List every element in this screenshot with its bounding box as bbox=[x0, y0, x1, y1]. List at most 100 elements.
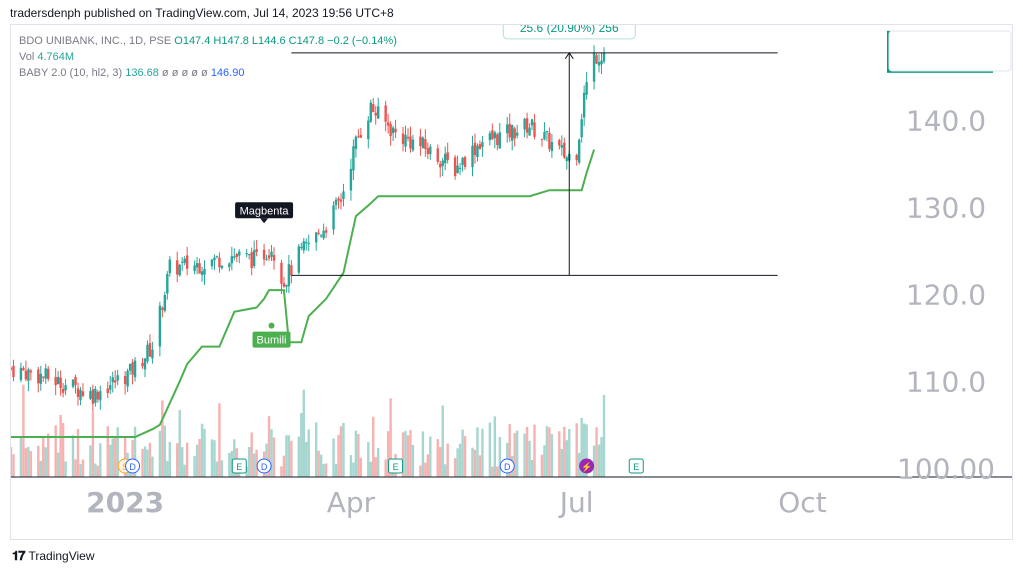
volume-bar bbox=[99, 443, 102, 477]
volume-bar bbox=[106, 426, 109, 477]
volume-bar bbox=[595, 427, 598, 477]
volume-bar bbox=[148, 442, 152, 477]
candlesticks bbox=[11, 45, 606, 412]
volume-bar bbox=[471, 447, 474, 477]
candle-body bbox=[548, 132, 551, 150]
dividend-marker-label: D bbox=[504, 462, 511, 472]
volume-bar bbox=[488, 422, 492, 477]
volume-bar bbox=[272, 437, 276, 477]
candle-body bbox=[436, 148, 439, 162]
volume-bar bbox=[54, 425, 57, 477]
sell-signal-box bbox=[235, 202, 294, 219]
candle-body bbox=[76, 388, 80, 397]
volume-bar bbox=[56, 452, 60, 477]
volume-bar bbox=[339, 426, 343, 477]
candle-body bbox=[47, 368, 50, 379]
volume-label: Vol bbox=[19, 51, 35, 63]
volume-bar bbox=[141, 448, 144, 477]
volume-bar bbox=[247, 447, 251, 477]
candle-body bbox=[458, 167, 462, 169]
volume-bar bbox=[560, 448, 564, 477]
candle-body bbox=[302, 241, 305, 251]
candle-body bbox=[513, 128, 516, 139]
candle-body bbox=[404, 134, 407, 147]
candle-body bbox=[367, 120, 370, 140]
candle-body bbox=[39, 373, 42, 384]
candle-body bbox=[476, 145, 479, 158]
volume-bar bbox=[218, 403, 221, 477]
candle-body bbox=[96, 391, 100, 400]
volume-bar bbox=[213, 440, 216, 477]
volume-bar bbox=[545, 426, 549, 477]
candle-body bbox=[300, 246, 303, 248]
volume-bar bbox=[359, 457, 363, 477]
candle-body bbox=[262, 249, 266, 260]
indicator-value: 136.68 bbox=[125, 67, 159, 79]
volume-bar bbox=[151, 456, 154, 477]
candle-body bbox=[471, 145, 474, 168]
volume-bar bbox=[548, 427, 551, 477]
candle-body bbox=[523, 118, 526, 130]
volume-bar bbox=[146, 449, 149, 477]
volume-bar bbox=[255, 449, 258, 477]
volume-bar bbox=[270, 429, 273, 477]
candle-body bbox=[27, 369, 30, 381]
volume-bar bbox=[94, 463, 97, 477]
candle-body bbox=[11, 367, 13, 369]
earnings-marker-icon bbox=[628, 458, 644, 474]
candle-body bbox=[218, 257, 221, 268]
candle-body bbox=[61, 388, 65, 393]
candle-body bbox=[319, 235, 323, 237]
volume-bar bbox=[210, 439, 214, 477]
volume-bar bbox=[297, 436, 301, 477]
volume-bar bbox=[287, 435, 291, 477]
volume-bar bbox=[481, 428, 484, 477]
volume-bar bbox=[558, 431, 561, 477]
volume-bar bbox=[357, 434, 360, 477]
chart-frame[interactable]: 25.6 (20.90%) 256 Magbenta Bumili S D E D E D ⚡… bbox=[10, 24, 1013, 540]
volume-bar bbox=[389, 398, 392, 477]
volume-bar bbox=[496, 466, 499, 477]
volume-bar bbox=[96, 465, 100, 477]
candle-body bbox=[272, 255, 276, 261]
candle-body bbox=[290, 265, 293, 276]
dividend-marker-label: D bbox=[129, 462, 136, 472]
volume-bar bbox=[317, 450, 320, 477]
candle-body bbox=[508, 123, 511, 138]
legend-indicator-row: BABY 2.0 (10, hl2, 3) 136.68 ø ø ø ø ø 1… bbox=[19, 67, 244, 79]
candle-body bbox=[12, 365, 15, 378]
candle-body bbox=[42, 376, 45, 378]
volume-bar bbox=[563, 426, 566, 477]
candle-body bbox=[352, 146, 355, 171]
y-tick-label: 120.0 bbox=[906, 278, 986, 311]
volume-bar bbox=[74, 459, 77, 477]
candle-body bbox=[285, 284, 288, 287]
volume-bar bbox=[183, 464, 186, 477]
candle-body bbox=[163, 295, 167, 311]
candle-body bbox=[123, 376, 127, 385]
candle-body bbox=[409, 136, 412, 149]
candle-body bbox=[444, 153, 447, 164]
indicator-placeholders: ø ø ø ø ø bbox=[161, 67, 208, 79]
volume-bar bbox=[166, 461, 169, 477]
candle-body bbox=[161, 307, 164, 310]
volume-bar bbox=[44, 447, 47, 477]
volume-bar bbox=[439, 447, 442, 477]
volume-bar bbox=[550, 434, 554, 477]
candle-body bbox=[314, 232, 318, 243]
candle-body bbox=[297, 246, 301, 273]
candle-body bbox=[493, 132, 497, 139]
volume-bar bbox=[473, 449, 477, 477]
axes: 100.00110.0120.0130.0140.0147.82023AprJu… bbox=[11, 30, 1012, 519]
volume-bar bbox=[305, 441, 308, 477]
candle-body bbox=[478, 143, 482, 150]
candle-body bbox=[530, 119, 534, 126]
volume-bar bbox=[12, 454, 15, 477]
sell-signal-text: Magbenta bbox=[240, 205, 290, 217]
volume-bar bbox=[252, 453, 256, 477]
candle-body bbox=[185, 255, 189, 269]
volume-bar bbox=[409, 429, 412, 477]
candle-body bbox=[456, 165, 459, 174]
volume-bar bbox=[456, 448, 459, 477]
